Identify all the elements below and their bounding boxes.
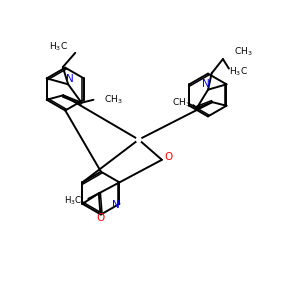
Text: N: N <box>66 74 74 84</box>
Text: H$_3$C: H$_3$C <box>49 40 68 52</box>
Text: N: N <box>202 79 210 89</box>
Text: CH$_3$: CH$_3$ <box>172 97 190 109</box>
Circle shape <box>136 137 141 142</box>
Text: O: O <box>96 213 104 223</box>
Text: H$_3$C: H$_3$C <box>229 65 248 78</box>
Text: H$_3$C: H$_3$C <box>64 195 83 207</box>
Text: CH$_3$: CH$_3$ <box>234 45 253 58</box>
Text: O: O <box>164 152 172 162</box>
Text: CH$_3$: CH$_3$ <box>103 94 122 106</box>
Text: N: N <box>112 200 120 210</box>
